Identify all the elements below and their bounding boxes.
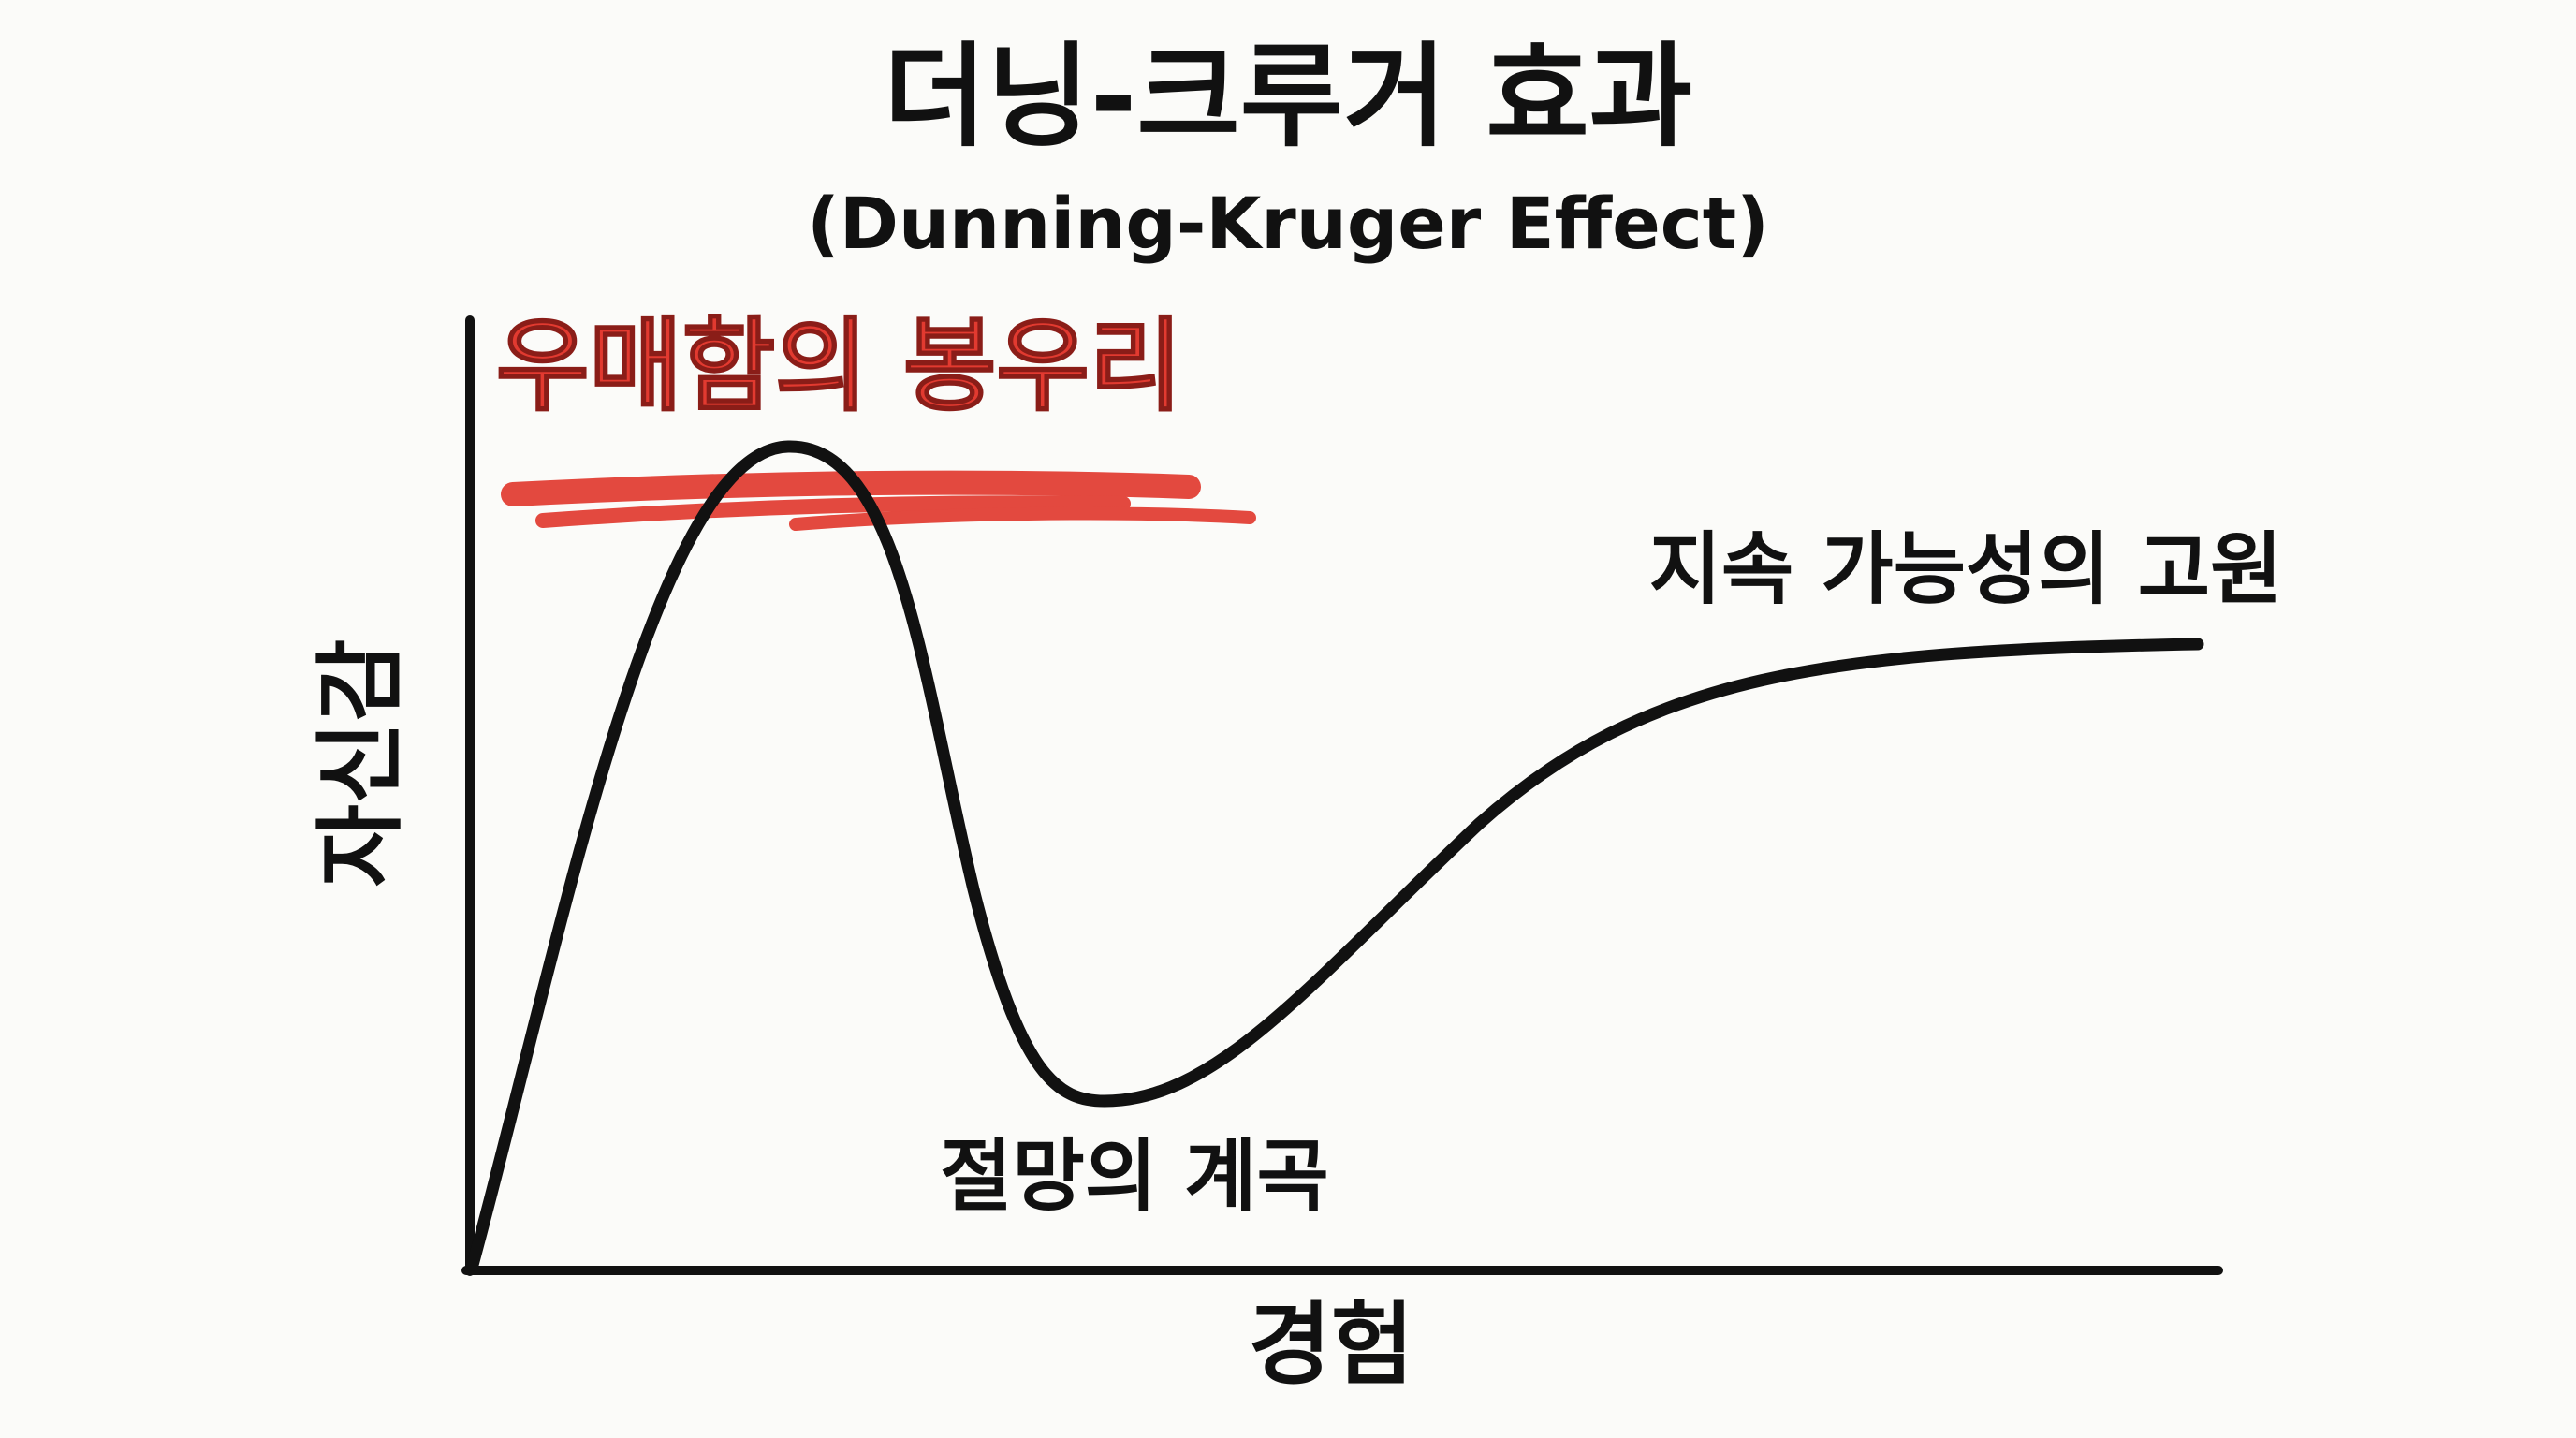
subtitle: (Dunning-Kruger Effect) (807, 182, 1769, 265)
highlight-stroke (789, 506, 1256, 531)
plateau-label: 지속 가능성의 고원 (1649, 523, 2283, 615)
curve (466, 440, 2204, 1271)
y-axis-label: 자신감 (308, 639, 413, 888)
valley-label: 절망의 계곡 (940, 1130, 1329, 1222)
x-axis-label: 경험 (1249, 1292, 1414, 1397)
peak-label: 우매함의 봉우리 (496, 308, 1182, 425)
highlight-stroke (535, 495, 1131, 528)
title: 더닝-크루거 효과 (884, 33, 1692, 163)
